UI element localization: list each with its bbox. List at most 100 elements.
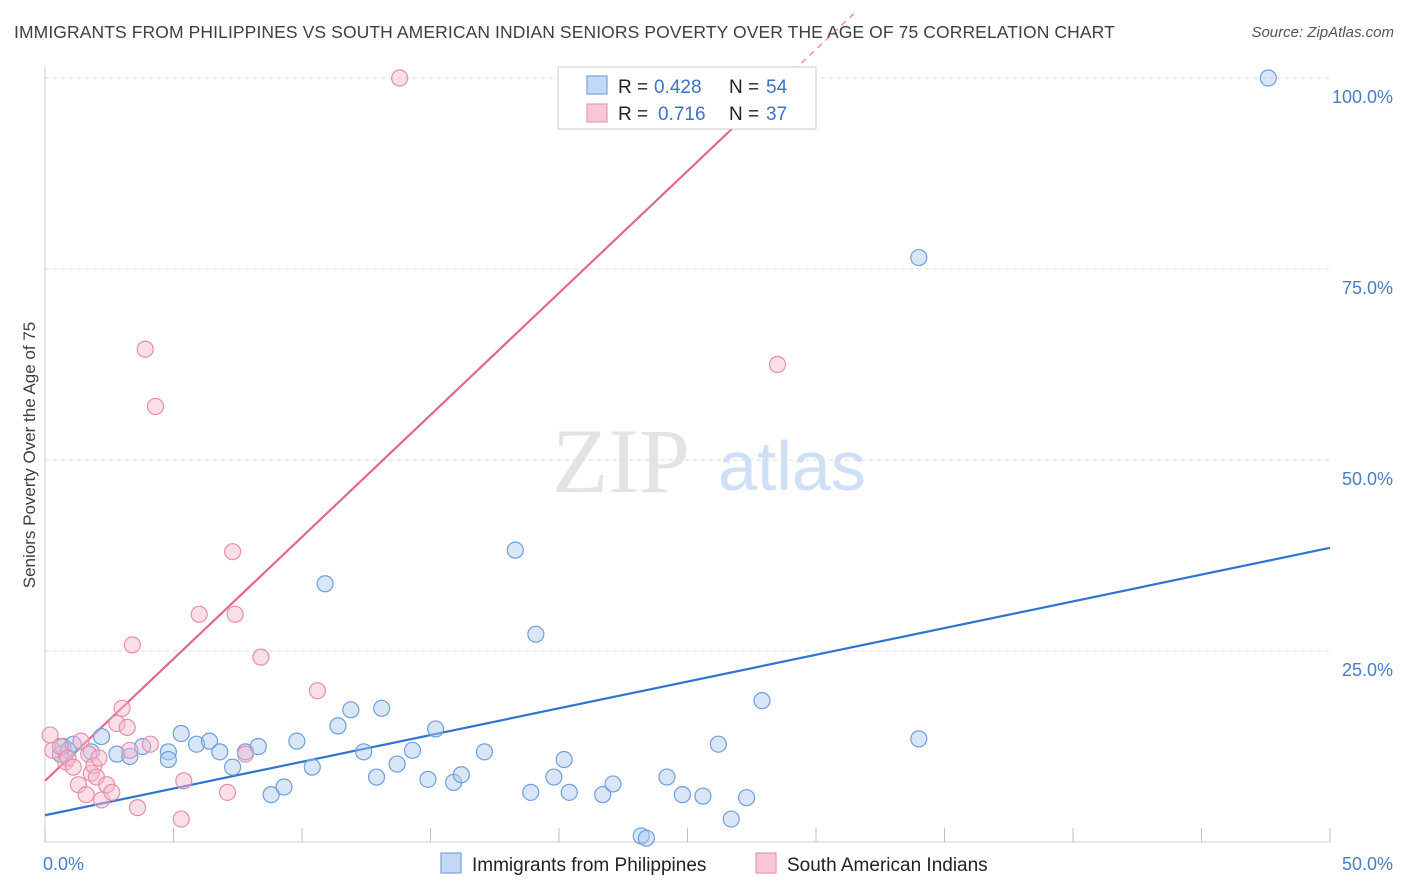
pink-data-point — [146, 397, 165, 416]
grid-lines — [45, 77, 1330, 652]
pink-trend-line — [44, 84, 779, 782]
watermark: ZIP atlas — [552, 410, 866, 512]
blue-data-point — [316, 575, 334, 593]
blue-data-point — [224, 758, 242, 776]
pink-data-point — [59, 749, 77, 767]
y-tick-label: 75.0% — [1342, 278, 1393, 298]
pink-trend-extension — [776, 12, 856, 87]
blue-data-point — [355, 743, 373, 761]
trend-lines — [44, 12, 1331, 817]
blue-data-point — [452, 766, 470, 784]
blue-data-point — [419, 770, 437, 788]
pink-data-point — [172, 810, 190, 828]
pink-data-point — [103, 783, 121, 801]
blue-data-point — [522, 783, 540, 801]
legend-blue-n-value: 54 — [766, 77, 788, 98]
pink-data-point — [190, 605, 208, 623]
blue-data-point — [658, 768, 676, 786]
y-tick-label: 25.0% — [1342, 660, 1393, 680]
blue-data-point — [367, 768, 386, 786]
bottom-legend-blue-swatch — [440, 852, 462, 874]
blue-data-point — [342, 701, 360, 719]
blue-data-point — [709, 735, 727, 753]
legend: R = 0.428 N = 54 R = 0.716 N = 37 — [557, 66, 817, 130]
y-axis-label: Seniors Poverty Over the Age of 75 — [20, 322, 39, 588]
blue-data-point — [427, 720, 445, 738]
blue-data-point — [403, 741, 422, 759]
pink-data-point — [224, 543, 242, 561]
blue-data-point — [722, 810, 740, 828]
blue-data-point — [694, 787, 712, 805]
blue-data-point — [329, 717, 347, 735]
watermark-atlas: atlas — [718, 427, 866, 505]
pink-data-point — [226, 605, 244, 623]
source-label: Source: ZipAtlas.com — [1251, 24, 1394, 41]
y-tick-label: 50.0% — [1342, 469, 1393, 489]
bottom-legend-pink-label: South American Indians — [787, 855, 988, 876]
blue-data-point — [303, 758, 321, 776]
blue-data-point — [594, 786, 612, 804]
blue-data-point — [1259, 69, 1277, 87]
legend-pink-n-label: N = — [729, 104, 759, 125]
pink-data-point — [141, 735, 159, 753]
legend-pink-r-value: 0.716 — [658, 104, 706, 125]
axes — [44, 66, 1331, 843]
pink-data-point — [123, 636, 141, 654]
blue-data-point — [555, 750, 573, 769]
pink-data-point — [44, 741, 62, 759]
pink-data-point — [108, 714, 126, 733]
blue-data-point — [211, 743, 229, 761]
bottom-legend-pink-swatch — [755, 852, 777, 874]
blue-data-point — [637, 829, 655, 847]
blue-data-point — [910, 730, 928, 748]
pink-data-point — [218, 783, 237, 801]
watermark-zip: ZIP — [552, 410, 690, 512]
blue-data-point — [545, 768, 563, 786]
blue-data-point — [249, 737, 267, 756]
pink-data-point — [77, 786, 95, 804]
pink-data-point — [113, 699, 131, 717]
blue-data-point — [121, 747, 139, 766]
pink-data-point — [768, 355, 787, 374]
blue-data-point — [388, 755, 406, 773]
blue-data-point — [288, 732, 306, 750]
pink-data-point — [64, 758, 82, 776]
data-points — [41, 69, 1277, 847]
pink-data-point — [90, 749, 108, 767]
legend-blue-r-value: 0.428 — [654, 77, 702, 98]
blue-data-point — [753, 692, 771, 710]
blue-data-point — [172, 724, 190, 743]
blue-data-point — [527, 625, 545, 643]
bottom-legend: Immigrants from Philippines South Americ… — [440, 852, 988, 876]
blue-data-point — [560, 783, 578, 801]
x-tick-label: 0.0% — [43, 854, 84, 874]
blue-data-point — [373, 699, 391, 717]
blue-data-point — [738, 789, 756, 807]
pink-data-point — [136, 340, 154, 358]
tick-labels: 25.0% 50.0% 75.0% 100.0% 0.0% 50.0% — [43, 87, 1393, 874]
blue-data-point — [275, 778, 293, 796]
blue-data-point — [188, 735, 206, 753]
y-tick-label: 100.0% — [1332, 87, 1393, 107]
blue-data-point — [604, 775, 622, 793]
blue-trend-line — [44, 546, 1331, 817]
pink-data-point — [118, 718, 136, 737]
pink-data-point — [252, 648, 270, 666]
legend-pink-r-label: R = — [618, 104, 648, 125]
blue-data-point — [200, 732, 219, 750]
pink-data-point — [391, 69, 409, 87]
pink-data-point — [308, 682, 327, 700]
blue-data-point — [506, 541, 524, 559]
blue-data-point — [262, 786, 280, 804]
legend-pink-n-value: 37 — [766, 104, 787, 125]
pink-data-point — [121, 741, 139, 759]
legend-blue-r-label: R = — [618, 77, 648, 98]
blue-data-point — [475, 743, 494, 761]
pink-data-point — [72, 732, 90, 750]
blue-data-point — [673, 786, 691, 804]
pink-data-point — [175, 772, 193, 790]
pink-data-point — [236, 745, 255, 763]
legend-blue-swatch — [586, 75, 608, 95]
bottom-legend-blue-label: Immigrants from Philippines — [472, 855, 706, 876]
